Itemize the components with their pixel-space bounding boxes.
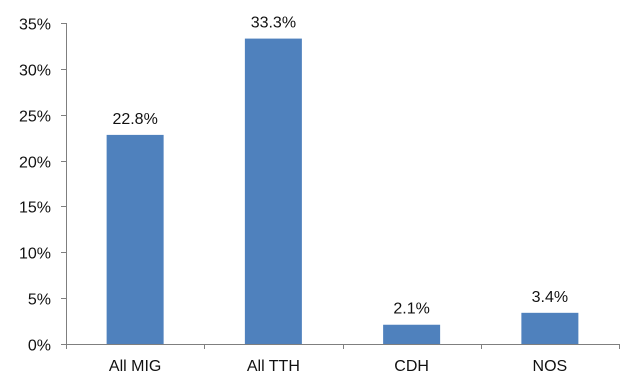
y-tick-label: 25%: [19, 109, 51, 126]
bar: [244, 38, 302, 344]
data-label: 3.4%: [532, 289, 568, 306]
y-tick-label: 5%: [28, 292, 51, 309]
x-category-label: NOS: [533, 358, 568, 375]
y-axis-ticks: 0% 5% 10% 15% 20% 25% 30% 35%: [19, 17, 620, 355]
x-axis-labels: All MIG All TTH CDH NOS: [109, 358, 567, 375]
bar: [106, 134, 164, 344]
data-label: 2.1%: [393, 301, 429, 318]
y-tick-label: 30%: [19, 63, 51, 80]
x-category-label: CDH: [394, 358, 429, 375]
y-tick-label: 35%: [19, 17, 51, 34]
x-category-label: All MIG: [109, 358, 161, 375]
y-tick-label: 0%: [28, 338, 51, 355]
bar: [383, 324, 441, 344]
data-labels: 22.8% 33.3% 2.1% 3.4%: [112, 15, 568, 318]
y-tick-label: 20%: [19, 155, 51, 172]
data-label: 33.3%: [251, 15, 296, 32]
y-tick-label: 15%: [19, 200, 51, 217]
bars: [106, 38, 579, 344]
x-category-label: All TTH: [247, 358, 300, 375]
y-tick-label: 10%: [19, 246, 51, 263]
bar: [521, 312, 579, 344]
data-label: 22.8%: [112, 111, 157, 128]
